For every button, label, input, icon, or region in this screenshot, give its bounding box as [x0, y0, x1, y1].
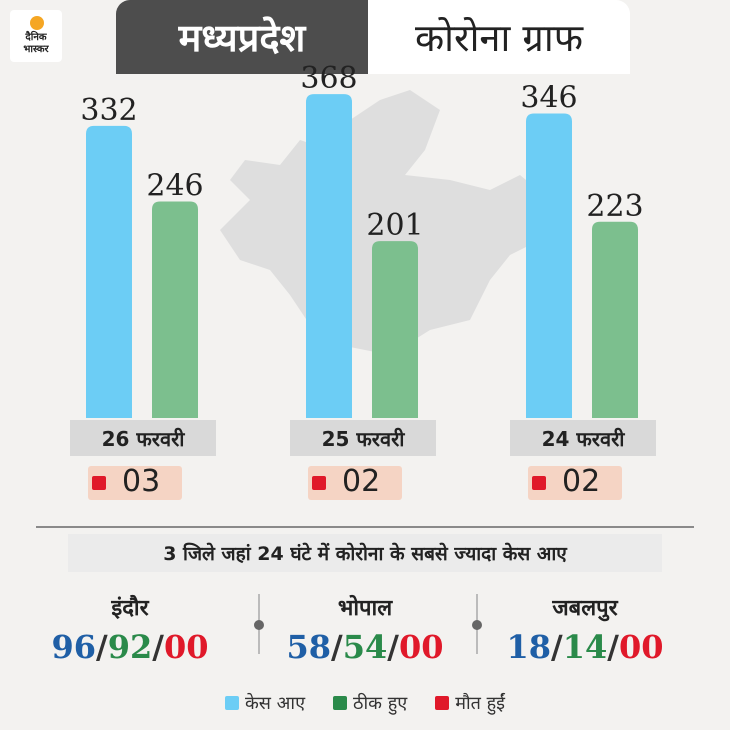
dainik-bhaskar-logo: दैनिक भास्कर [10, 10, 62, 62]
date-label: 25 फरवरी [290, 420, 436, 456]
legend-label: ठीक हुए [353, 693, 408, 714]
bar-value-label: 346 [520, 81, 577, 116]
district-deaths: 00 [618, 628, 664, 666]
district-name: भोपाल [337, 596, 393, 621]
district-cases: 58 [286, 628, 332, 666]
district-recovered: 92 [107, 628, 153, 666]
district-values: 96/92/00 [51, 628, 209, 666]
district-cases: 18 [506, 628, 552, 666]
district-recovered: 54 [342, 628, 388, 666]
death-count-value: 02 [342, 464, 381, 499]
legend-swatch [435, 696, 450, 710]
bar-value-label: 246 [146, 169, 203, 204]
legend-swatch [224, 696, 239, 710]
district-jabalpur: जबलपुर 18/14/00 [475, 592, 695, 666]
title-state: मध्यप्रदेश [116, 0, 368, 74]
logo-line1: दैनिक [25, 32, 47, 43]
date-label: 24 फरवरी [510, 420, 656, 456]
legend-item-deaths: मौत हुईं [435, 691, 505, 715]
death-count-value: 02 [562, 464, 601, 499]
district-name: जबलपुर [552, 596, 618, 621]
district-deaths: 00 [163, 628, 209, 666]
death-count-box: 02 [528, 464, 622, 500]
bar-chart: 332 246 368 201 346 223 [80, 61, 644, 419]
death-count-value: 03 [122, 464, 161, 499]
legend-swatch [333, 696, 348, 710]
legend-label: मौत हुईं [455, 693, 506, 714]
death-square-icon [532, 476, 546, 490]
madhya-pradesh-map-icon [220, 90, 550, 355]
death-square-icon [92, 476, 106, 490]
districts-heading: 3 जिले जहां 24 घंटे में कोरोना के सबसे ज… [68, 534, 662, 572]
death-count-box: 03 [88, 464, 182, 500]
bar-value-label: 368 [300, 61, 357, 96]
district-deaths: 00 [398, 628, 444, 666]
district-name: इंदौर [111, 596, 149, 621]
district-cases: 96 [51, 628, 97, 666]
separator [472, 594, 482, 654]
legend-item-recovered: ठीक हुए [333, 691, 407, 715]
legend-label: केस आए [244, 693, 306, 714]
bar-recovered [152, 201, 198, 418]
bar-value-label: 223 [586, 189, 643, 224]
bar-value-label: 201 [366, 208, 423, 243]
legend-item-cases: केस आए [224, 691, 306, 715]
bar-cases [526, 113, 572, 419]
date-label: 26 फरवरी [70, 420, 216, 456]
bar-recovered [592, 221, 638, 418]
logo-line2: भास्कर [23, 44, 49, 55]
divider [36, 526, 694, 528]
sun-icon [30, 16, 44, 30]
bar-value-label: 332 [80, 93, 137, 128]
district-values: 58/54/00 [286, 628, 444, 666]
district-bhopal: भोपाल 58/54/00 [255, 592, 475, 666]
death-square-icon [312, 476, 326, 490]
district-values: 18/14/00 [506, 628, 664, 666]
separator [254, 594, 264, 654]
bar-cases [306, 94, 352, 418]
title-graph: कोरोना ग्राफ [368, 0, 630, 74]
district-recovered: 14 [562, 628, 608, 666]
death-count-box: 02 [308, 464, 402, 500]
legend: केस आए ठीक हुए मौत हुईं [0, 688, 730, 718]
bar-cases [86, 125, 132, 418]
district-indore: इंदौर 96/92/00 [20, 592, 240, 666]
bar-recovered [372, 241, 418, 418]
